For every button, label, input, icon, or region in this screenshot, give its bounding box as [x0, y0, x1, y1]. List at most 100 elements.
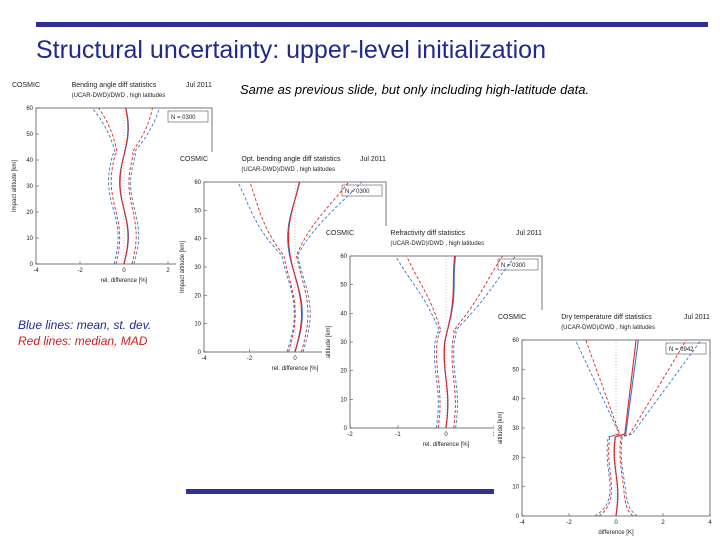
y-tick-label: 0 [30, 262, 34, 268]
mad-lower-line [98, 107, 121, 265]
y-tick-label: 30 [340, 340, 347, 346]
y-axis-label: Impact altitude [km] [12, 160, 18, 212]
panel-date: Jul 2011 [684, 314, 710, 321]
panel-date: Jul 2011 [186, 82, 212, 89]
mad-upper-line [295, 181, 350, 353]
x-tick-label: -4 [519, 520, 525, 526]
bottom-rule [186, 489, 706, 494]
y-tick-label: 20 [340, 369, 347, 375]
y-tick-label: 0 [516, 514, 520, 520]
panel-date: Jul 2011 [516, 230, 542, 237]
panel-subtitle: (UCAR-DWD)/DWD , high latitudes [561, 325, 655, 331]
n-count: N = 0942 [669, 347, 694, 353]
y-tick-label: 40 [26, 158, 33, 164]
x-tick-label: -2 [247, 356, 253, 362]
top-rule [36, 22, 708, 27]
n-count: N = 0300 [501, 263, 526, 269]
panel-label: COSMIC [326, 230, 354, 237]
n-count: N = 0300 [345, 189, 370, 195]
y-tick-label: 0 [198, 350, 202, 356]
x-axis-label: rel. difference [%] [272, 366, 319, 372]
mad-lower-line [585, 339, 621, 517]
stdev-lower-line [91, 107, 119, 265]
median-line [443, 255, 456, 429]
slide-title: Structural uncertainty: upper-level init… [36, 36, 546, 64]
stdev-upper-line [453, 255, 516, 429]
x-axis-label: rel. difference [%] [101, 278, 148, 284]
y-axis-label: altitude [km] [326, 326, 332, 359]
median-line [119, 107, 129, 265]
y-tick-label: 50 [512, 367, 519, 373]
mad-upper-line [619, 339, 687, 517]
n-box [341, 184, 383, 197]
y-tick-label: 50 [194, 208, 201, 214]
y-tick-label: 60 [340, 254, 347, 260]
n-count: N = 0300 [171, 115, 196, 121]
stdev-lower-line [237, 181, 295, 353]
y-tick-label: 30 [26, 184, 33, 190]
panel-title: Bending angle diff statistics [72, 82, 157, 89]
y-tick-label: 30 [194, 265, 201, 271]
x-tick-label: 2 [661, 520, 665, 526]
plot-dry-temperature: COSMIC Dry temperature diff statistics Jul… [494, 310, 718, 538]
panel-label: COSMIC [12, 82, 40, 89]
y-tick-label: 60 [512, 338, 519, 344]
y-axis-label: Impact altitude [km] [180, 241, 186, 293]
y-tick-label: 30 [512, 426, 519, 432]
x-tick-label: 0 [444, 432, 448, 438]
x-tick-label: -1 [395, 432, 401, 438]
x-tick-label: -2 [347, 432, 353, 438]
y-tick-label: 10 [194, 322, 201, 328]
y-tick-label: 50 [26, 132, 33, 138]
y-tick-label: 20 [512, 455, 519, 461]
x-tick-label: 0 [614, 520, 618, 526]
stdev-upper-line [130, 107, 160, 265]
y-tick-label: 10 [340, 397, 347, 403]
y-tick-label: 60 [26, 106, 33, 112]
stdev-lower-line [575, 339, 620, 517]
x-tick-label: -2 [566, 520, 572, 526]
panel-dry-temperature: COSMIC Dry temperature diff statistics Jul… [494, 310, 718, 538]
panel-title: Refractivity diff statistics [390, 230, 465, 237]
x-tick-label: 4 [708, 520, 712, 526]
y-tick-label: 20 [26, 210, 33, 216]
x-axis-label: rel. difference [%] [423, 442, 470, 448]
median-line [613, 339, 637, 517]
n-box [167, 110, 209, 123]
panel-title: Dry temperature diff statistics [561, 314, 652, 321]
slide-subtitle: Same as previous slide, but only includi… [240, 82, 590, 97]
y-tick-label: 60 [194, 180, 201, 186]
y-tick-label: 40 [194, 237, 201, 243]
x-tick-label: -4 [201, 356, 207, 362]
panel-subtitle: (UCAR-DWD)/DWD , high latitudes [72, 93, 166, 99]
y-tick-label: 20 [194, 293, 201, 299]
stdev-upper-line [620, 339, 702, 517]
panel-date: Jul 2011 [360, 156, 386, 163]
y-axis-label: altitude [km] [498, 412, 504, 445]
stdev-upper-line [296, 181, 363, 353]
n-box [665, 342, 707, 355]
x-axis-label: difference [K] [598, 530, 634, 536]
legend-blue: Blue lines: mean, st. dev. [18, 318, 152, 332]
median-line [287, 181, 303, 353]
panel-label: COSMIC [498, 314, 526, 321]
x-tick-label: -4 [33, 268, 39, 274]
y-tick-label: 40 [512, 397, 519, 403]
panel-subtitle: (UCAR-DWD)/DWD , high latitudes [390, 241, 484, 247]
n-box [497, 258, 539, 271]
x-tick-label: -2 [77, 268, 83, 274]
y-tick-label: 40 [340, 311, 347, 317]
x-tick-label: 0 [293, 356, 297, 362]
panel-subtitle: (UCAR-DWD)/DWD , high latitudes [241, 167, 335, 173]
stdev-lower-line [395, 255, 440, 429]
x-tick-label: 0 [122, 268, 126, 274]
panel-label: COSMIC [180, 156, 208, 163]
mad-upper-line [451, 255, 503, 429]
y-tick-label: 10 [512, 485, 519, 491]
legend-red: Red lines: median, MAD [18, 334, 148, 348]
y-tick-label: 10 [26, 236, 33, 242]
y-tick-label: 50 [340, 283, 347, 289]
panel-title: Opt. bending angle diff statistics [241, 156, 341, 163]
x-tick-label: 2 [166, 268, 170, 274]
y-tick-label: 0 [344, 426, 348, 432]
